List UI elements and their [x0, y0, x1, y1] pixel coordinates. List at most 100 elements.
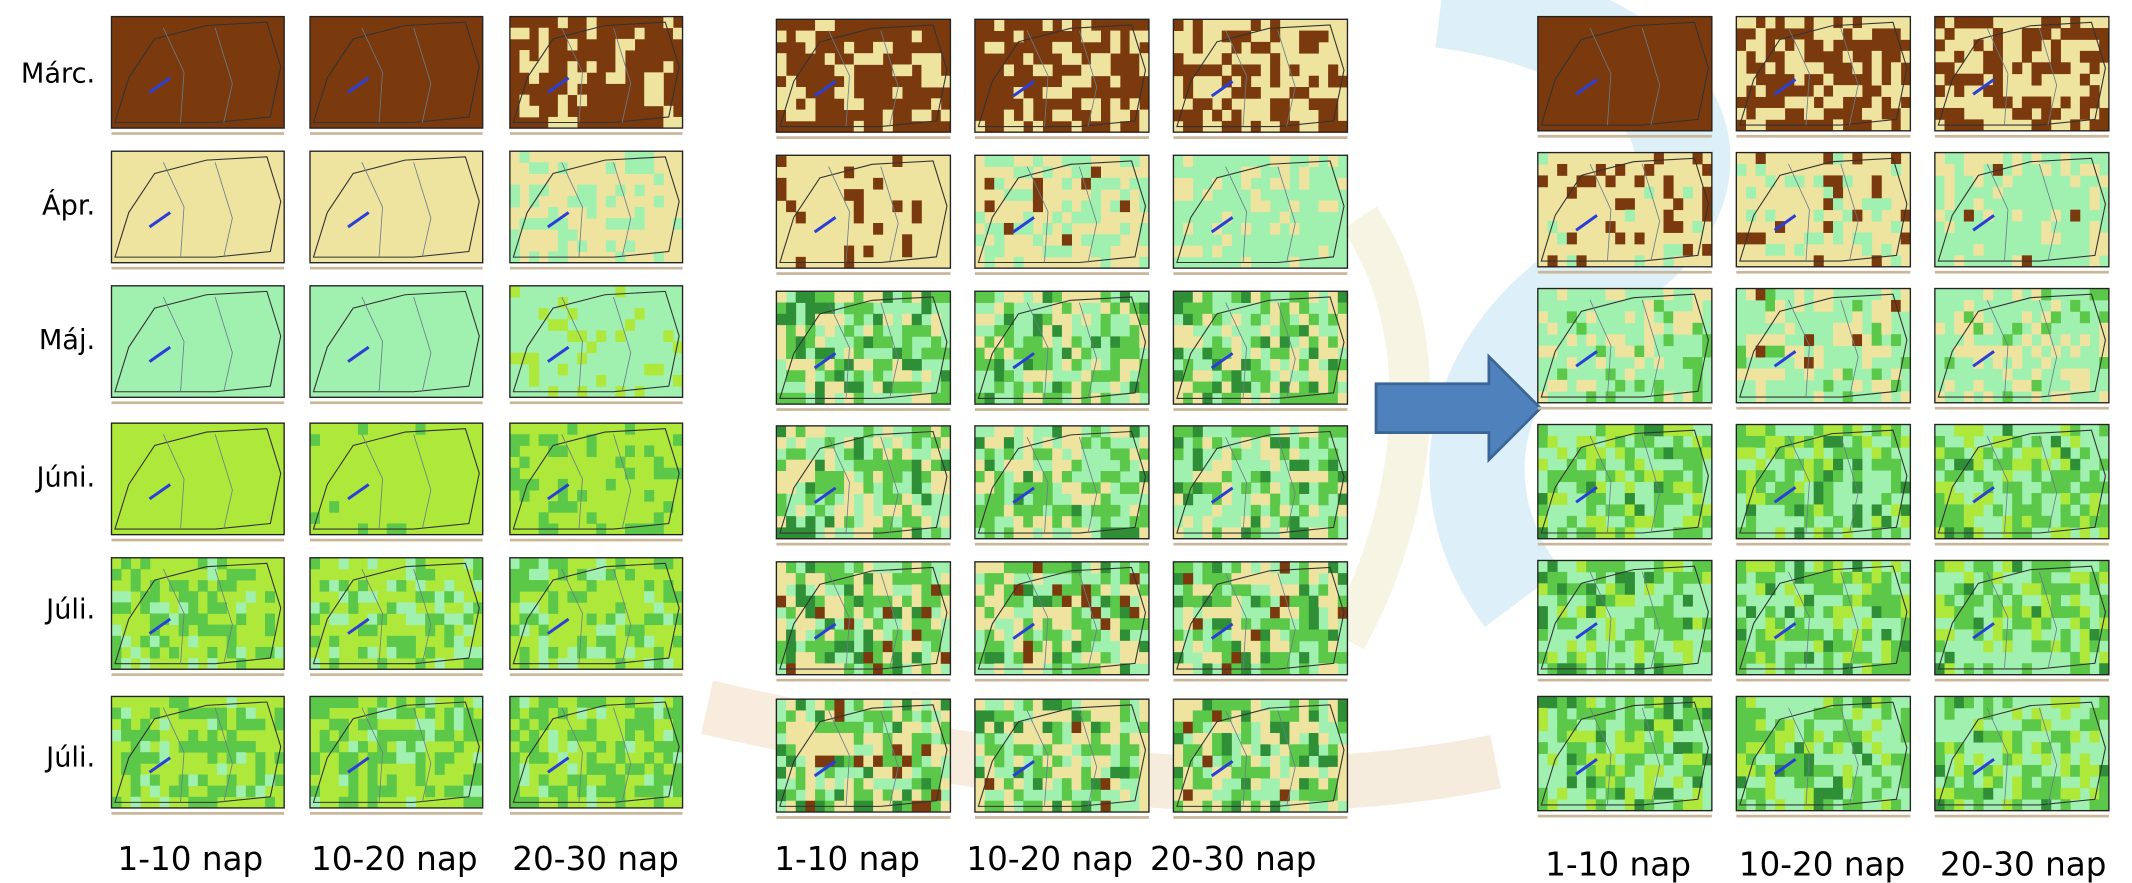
map-patch — [1120, 460, 1130, 472]
map-patch — [994, 482, 1004, 494]
map-patch — [1091, 393, 1101, 405]
map-patch — [121, 602, 131, 614]
map-patch — [1823, 187, 1833, 199]
map-patch — [1945, 606, 1955, 618]
map-patch — [1052, 630, 1062, 642]
map-patch — [1736, 482, 1746, 494]
map-patch — [1673, 742, 1683, 754]
map-patch — [635, 523, 645, 535]
map-legend-strip — [310, 267, 483, 270]
map-patch — [1673, 311, 1683, 323]
map-patch — [1625, 742, 1635, 754]
map-patch — [1270, 223, 1280, 235]
map-patch — [931, 393, 941, 405]
map-patch — [159, 636, 169, 648]
map-patch — [1328, 64, 1338, 76]
map-patch — [1765, 436, 1775, 448]
map-patch — [1260, 733, 1270, 745]
map-patch — [1673, 447, 1683, 459]
map-patch — [2003, 425, 2013, 437]
map-patch — [1101, 778, 1111, 790]
map-patch — [1881, 516, 1891, 528]
map-patch — [854, 722, 864, 734]
map-patch — [1804, 776, 1814, 788]
map-patch — [2080, 108, 2090, 120]
map-patch — [2080, 380, 2090, 392]
map-patch — [1101, 573, 1111, 585]
map-patch — [1062, 505, 1072, 517]
map-patch — [1110, 607, 1120, 619]
map-patch — [368, 774, 378, 786]
map-patch — [1852, 696, 1862, 708]
map-patch — [1872, 765, 1882, 777]
map-patch — [236, 719, 246, 731]
map-patch — [1852, 436, 1862, 448]
map-patch — [464, 647, 474, 659]
map-patch — [1804, 436, 1814, 448]
map-patch — [975, 471, 985, 483]
map-patch — [1746, 708, 1756, 720]
map-patch — [615, 386, 625, 398]
map-patch — [921, 64, 931, 76]
map-patch — [1625, 504, 1635, 516]
map-patch — [1804, 788, 1814, 800]
map-patch — [921, 778, 931, 790]
map-patch — [844, 303, 854, 315]
map-patch — [1110, 471, 1120, 483]
map-patch — [1833, 696, 1843, 708]
map-patch — [510, 569, 520, 581]
map-patch — [1072, 359, 1082, 371]
map-patch — [1586, 776, 1596, 788]
map-patch — [1183, 562, 1193, 574]
map-patch — [1091, 562, 1101, 574]
map-patch — [1736, 742, 1746, 754]
map-patch — [435, 614, 445, 626]
map-patch — [1974, 470, 1984, 482]
map-patch — [615, 614, 625, 626]
map-patch — [1033, 482, 1043, 494]
map-patch — [1091, 31, 1101, 43]
map-patch — [921, 573, 931, 585]
map-patch — [1318, 778, 1328, 790]
map-patch — [1746, 719, 1756, 731]
map-patch — [1328, 471, 1338, 483]
map-patch — [1318, 98, 1328, 110]
map-patch — [985, 516, 995, 528]
map-patch — [854, 370, 864, 382]
map-patch — [1804, 504, 1814, 516]
map-patch — [673, 696, 683, 708]
map-patch — [2003, 175, 2013, 187]
map-patch — [1101, 178, 1111, 190]
map-base — [310, 286, 483, 397]
map-patch — [548, 602, 558, 614]
map-patch — [1644, 470, 1654, 482]
map-thumbnail — [776, 155, 950, 275]
map-patch — [941, 426, 951, 438]
map-patch — [1091, 426, 1101, 438]
map-patch — [1765, 640, 1775, 652]
map-patch — [339, 763, 349, 775]
map-patch — [825, 460, 835, 472]
map-patch — [941, 516, 951, 528]
map-patch — [1299, 505, 1309, 517]
map-patch — [673, 28, 683, 40]
map-patch — [1043, 733, 1053, 745]
map-patch — [1954, 447, 1964, 459]
map-patch — [1338, 303, 1348, 315]
map-patch — [1280, 618, 1290, 630]
map-patch — [1794, 652, 1804, 664]
map-patch — [1954, 425, 1964, 437]
map-patch — [1901, 17, 1911, 29]
map-legend-strip — [1935, 815, 2109, 818]
map-patch — [1872, 368, 1882, 380]
map-patch — [577, 708, 587, 720]
map-patch — [796, 630, 806, 642]
map-patch — [1222, 325, 1232, 337]
map-patch — [548, 319, 558, 331]
map-patch — [1756, 640, 1766, 652]
map-patch — [416, 730, 426, 742]
map-patch — [1231, 618, 1241, 630]
map-patch — [246, 708, 256, 720]
map-patch — [539, 434, 549, 446]
map-thumbnail — [1538, 696, 1712, 817]
